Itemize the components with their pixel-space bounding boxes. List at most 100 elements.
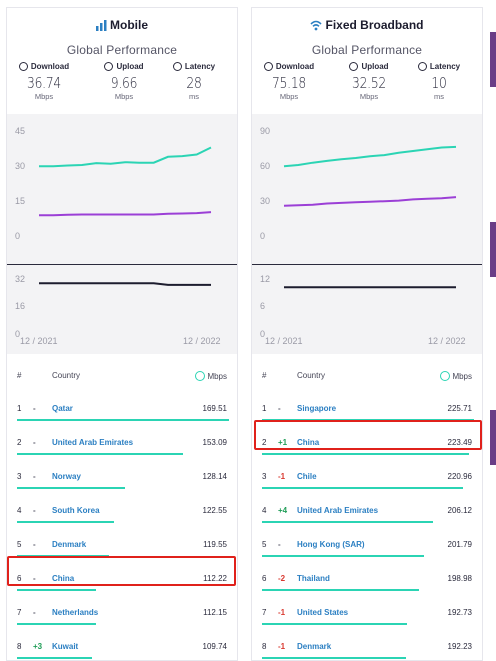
row-rank: 7: [262, 608, 267, 617]
row-rank-change: -2: [278, 574, 286, 583]
table-row[interactable]: 8 +3 Kuwait 109.74: [7, 632, 237, 660]
row-country-link[interactable]: Qatar: [52, 404, 73, 413]
mobile-latency-value: 28: [186, 74, 202, 92]
upload-series-line: [283, 196, 457, 207]
mobile-speed-chart: 45 30 15 0: [7, 114, 237, 264]
upload-series-line: [39, 211, 212, 217]
row-country-link[interactable]: Denmark: [297, 642, 332, 651]
row-speed-bar: [262, 623, 408, 625]
row-speed-bar: [17, 487, 126, 489]
download-icon: [195, 371, 206, 381]
row-rank-change: -: [33, 540, 36, 549]
y-tick: 15: [15, 196, 25, 206]
row-speed-bar: [262, 555, 424, 557]
row-country-link[interactable]: Netherlands: [52, 608, 99, 617]
x-tick-start: 12 / 2021: [20, 336, 58, 346]
wifi-icon: [310, 20, 323, 31]
row-rank-change: -1: [278, 472, 286, 481]
row-country-link[interactable]: Chile: [297, 472, 317, 481]
row-country-link[interactable]: Kuwait: [52, 642, 79, 651]
row-rank: 7: [17, 608, 22, 617]
row-speed-bar: [17, 453, 183, 455]
table-row[interactable]: 7 - Netherlands 112.15: [7, 598, 237, 632]
broadband-upload-value: 32.52: [351, 74, 386, 92]
table-row[interactable]: 3 - Norway 128.14: [7, 462, 237, 496]
mobile-download-value: 36.74: [26, 74, 61, 92]
row-country-link[interactable]: Singapore: [297, 404, 337, 413]
row-speed-bar: [17, 521, 115, 523]
table-row[interactable]: 1 - Qatar 169.51: [7, 394, 237, 428]
row-rank-change: +3: [33, 642, 43, 651]
signal-bars-icon: [96, 20, 107, 31]
row-rank: 2: [17, 438, 22, 447]
row-speed: 192.73: [447, 608, 472, 617]
row-speed: 169.51: [202, 404, 227, 413]
broadband-download-metric: Download 75.18 Mbps: [254, 62, 324, 101]
table-row[interactable]: 4 - South Korea 122.55: [7, 496, 237, 530]
row-country-link[interactable]: Thailand: [297, 574, 330, 583]
table-row[interactable]: 6 -2 Thailand 198.98: [252, 564, 482, 598]
row-speed-bar: [262, 453, 469, 455]
table-row[interactable]: 4 +4 United Arab Emirates 206.12: [252, 496, 482, 530]
y-tick: 6: [260, 301, 265, 311]
broadband-title-text: Fixed Broadband: [325, 18, 424, 32]
table-row[interactable]: 3 -1 Chile 220.96: [252, 462, 482, 496]
broadband-latency-chart: 12 6 0 12 / 2021 12 / 2022: [252, 264, 482, 354]
table-row[interactable]: 7 -1 United States 192.73: [252, 598, 482, 632]
latency-icon: [417, 62, 427, 71]
table-row[interactable]: 2 - United Arab Emirates 153.09: [7, 428, 237, 462]
mobile-panel: Mobile Global Performance Download 36.74…: [6, 7, 238, 661]
table-header: # Country Mbps: [262, 371, 472, 381]
broadband-global-performance-title: Global Performance: [311, 43, 423, 57]
mobile-latency-chart-svg: 32 16 0 12 / 2021 12 / 2022: [15, 274, 221, 346]
x-tick-end: 12 / 2022: [428, 336, 466, 346]
row-country-link[interactable]: Norway: [52, 472, 81, 481]
row-rank: 1: [262, 404, 267, 413]
row-country-link[interactable]: United States: [297, 608, 349, 617]
row-rank-change: -: [278, 404, 281, 413]
china-highlight-mobile: [7, 556, 236, 586]
y-tick: 60: [260, 161, 270, 171]
row-speed: 112.22: [203, 574, 227, 583]
broadband-download-value: 75.18: [271, 74, 306, 92]
row-speed: 225.71: [447, 404, 472, 413]
broadband-latency-value: 10: [431, 74, 447, 92]
table-row[interactable]: 5 - Hong Kong (SAR) 201.79: [252, 530, 482, 564]
y-tick: 45: [15, 126, 25, 136]
broadband-latency-chart-svg: 12 6 0 12 / 2021 12 / 2022: [260, 274, 466, 346]
row-country-link[interactable]: China: [52, 574, 75, 583]
row-speed-bar: [262, 589, 419, 591]
row-rank-change: -: [33, 404, 36, 413]
mobile-speed-chart-svg: 45 30 15 0: [15, 126, 212, 241]
table-row[interactable]: 2 +1 China 223.49: [252, 428, 482, 462]
table-row[interactable]: 8 -1 Denmark 192.23: [252, 632, 482, 660]
download-icon: [263, 62, 273, 71]
broadband-upload-metric: Upload 32.52 Mbps: [334, 62, 404, 101]
adjacent-panel-edge: [490, 222, 496, 277]
row-rank-change: -: [33, 574, 36, 583]
row-speed: 223.49: [447, 438, 472, 447]
latency-icon: [172, 62, 182, 71]
row-country-link[interactable]: United Arab Emirates: [52, 438, 134, 447]
row-country-link[interactable]: United Arab Emirates: [297, 506, 379, 515]
row-country-link[interactable]: China: [297, 438, 320, 447]
row-rank: 5: [17, 540, 22, 549]
mobile-global-performance-title: Global Performance: [66, 43, 178, 57]
x-tick-start: 12 / 2021: [265, 336, 303, 346]
row-rank: 4: [262, 506, 267, 515]
latency-series-line: [39, 282, 211, 286]
upload-icon: [104, 62, 114, 71]
table-row[interactable]: 6 - China 112.22: [7, 564, 237, 598]
row-country-link[interactable]: Hong Kong (SAR): [297, 540, 365, 549]
row-rank: 6: [17, 574, 22, 583]
row-speed: 128.14: [202, 472, 227, 481]
row-country-link[interactable]: Denmark: [52, 540, 87, 549]
row-country-link[interactable]: South Korea: [52, 506, 100, 515]
row-rank: 3: [17, 472, 22, 481]
row-speed-bar: [17, 589, 96, 591]
download-icon: [18, 62, 28, 71]
row-speed-bar: [262, 487, 464, 489]
row-speed-bar: [262, 521, 433, 523]
download-series-line: [39, 146, 212, 168]
y-tick: 90: [260, 126, 270, 136]
